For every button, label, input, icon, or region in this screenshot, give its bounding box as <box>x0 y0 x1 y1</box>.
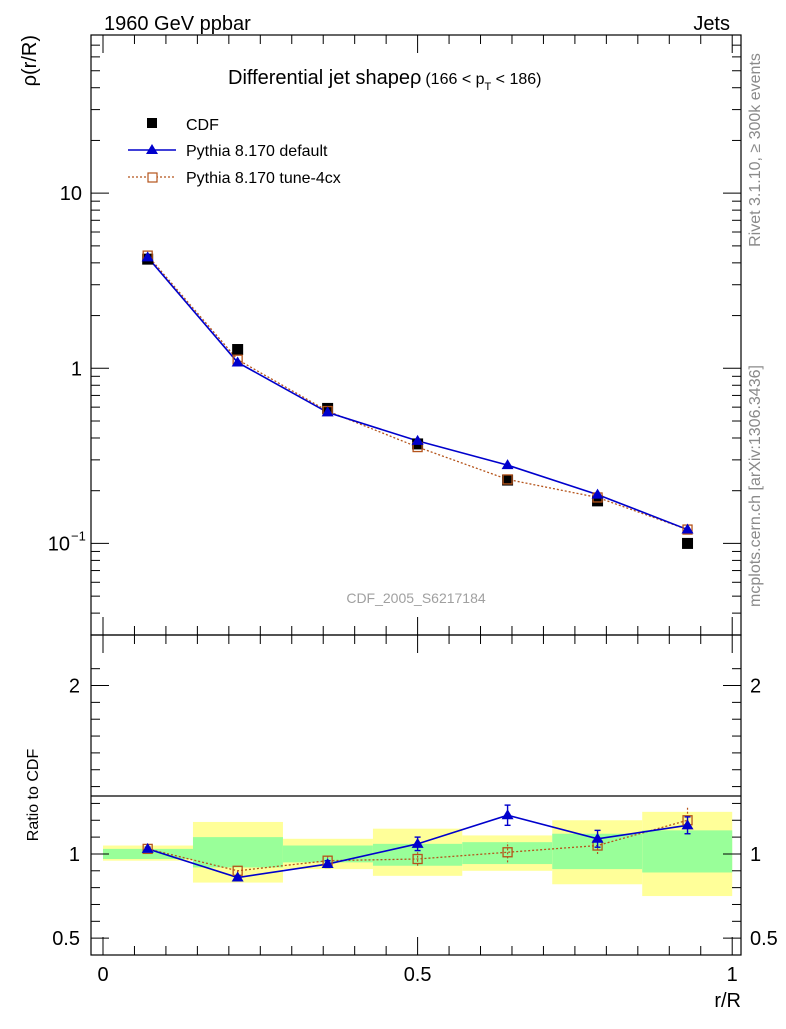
plot-title: Differential jet shapeρ (166 < pT < 186) <box>228 67 542 93</box>
analysis-label: CDF_2005_S6217184 <box>346 590 486 606</box>
x-tick-label: 0 <box>97 964 108 986</box>
band-inner-1 <box>192 837 283 868</box>
main-series <box>141 250 694 549</box>
x-axis-label: r/R <box>714 990 741 1012</box>
ratio-point-default <box>591 832 604 843</box>
legend-label-tune: Pythia 8.170 tune-4cx <box>186 170 341 187</box>
series-line-tune <box>147 255 688 531</box>
legend-entry-default: Pythia 8.170 default <box>128 143 328 160</box>
default-point <box>141 251 154 262</box>
ratio-point-default <box>231 871 244 882</box>
cdf-point <box>232 344 244 356</box>
ratio-tick-label-right: 2 <box>750 676 761 698</box>
ratio-point-tune <box>412 853 423 865</box>
default-point <box>681 523 694 534</box>
title-end: < 186) <box>491 71 541 88</box>
header-right: Jets <box>693 13 730 35</box>
cdf-point <box>592 495 604 507</box>
ratio-axis-label: Ratio to CDF <box>25 749 42 842</box>
x-tick-label: 0.5 <box>404 964 432 986</box>
title-sub: T <box>485 81 492 93</box>
y-axis-label: ρ(r/R) <box>19 35 41 86</box>
title-range: (166 < p <box>425 71 484 88</box>
legend-marker-default <box>146 144 158 154</box>
legend-entry-tune: Pythia 8.170 tune-4cx <box>128 170 341 187</box>
default-point <box>321 406 334 417</box>
legend-marker-tune <box>147 172 158 183</box>
ratio-point-default <box>411 837 424 848</box>
x-tick-label: 1 <box>727 964 738 986</box>
header-left: 1960 GeV ppbar <box>104 13 251 35</box>
ratio-tick-label-right: 1 <box>750 844 761 866</box>
ratio-tick-label-left: 0.5 <box>52 928 80 950</box>
ratio-point-tune <box>502 847 513 858</box>
legend: CDF Pythia 8.170 default Pythia 8.170 tu… <box>128 117 341 187</box>
title-main: Differential jet shapeρ <box>228 67 421 89</box>
default-point <box>501 459 514 470</box>
legend-marker-cdf <box>147 118 157 128</box>
y-tick-label-0.1-exp: −1 <box>71 528 86 543</box>
y-tick-label-0.1: 10 <box>48 533 70 555</box>
ratio-point-default <box>321 858 334 869</box>
cdf-point <box>502 474 514 486</box>
y-tick-label-10: 10 <box>60 183 82 205</box>
legend-label-default: Pythia 8.170 default <box>186 143 328 160</box>
default-point <box>231 356 244 367</box>
y-tick-label-1: 1 <box>71 358 82 380</box>
ratio-point-default <box>501 809 514 820</box>
legend-label-cdf: CDF <box>186 117 219 134</box>
ratio-frame <box>90 634 742 956</box>
tune-point <box>502 474 513 485</box>
legend-entry-cdf: CDF <box>147 117 219 134</box>
series-line-default <box>147 256 688 531</box>
band-inner-6 <box>642 830 733 873</box>
ratio-tick-label-left: 1 <box>69 844 80 866</box>
mcplots-label: mcplots.cern.ch [arXiv:1306.3436] <box>747 365 764 607</box>
rivet-label: Rivet 3.1.10, ≥ 300k events <box>747 53 764 247</box>
ratio-point-default <box>681 819 694 830</box>
ratio-series <box>141 804 694 882</box>
ratio-tick-label-right: 0.5 <box>750 928 778 950</box>
default-point <box>411 434 424 445</box>
ratio-point-default <box>141 842 154 853</box>
default-point <box>591 488 604 499</box>
ratio-tick-label-left: 2 <box>69 676 80 698</box>
cdf-point <box>682 537 694 549</box>
